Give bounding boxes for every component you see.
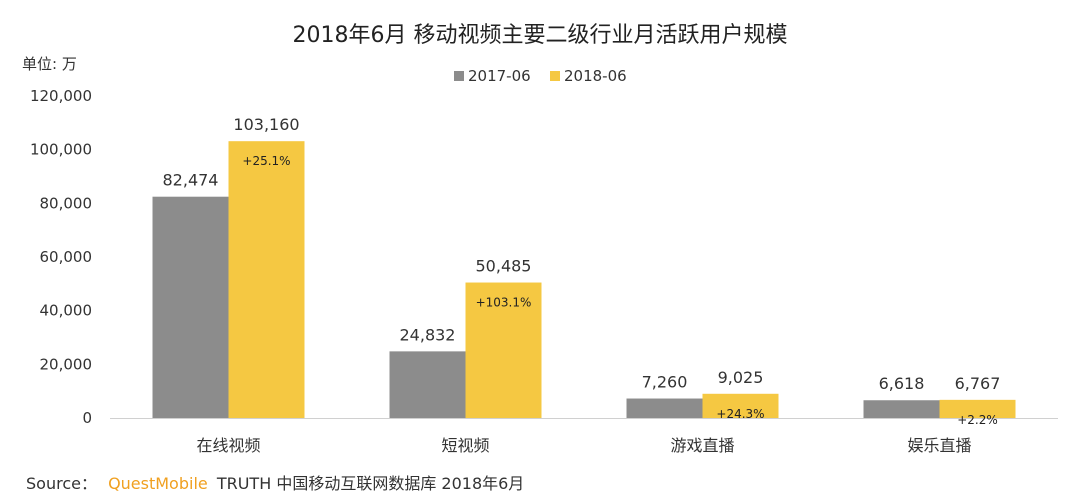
y-tick-label: 20,000: [40, 355, 93, 373]
bar-2018: [939, 399, 1016, 418]
growth-label: +2.2%: [957, 413, 998, 427]
y-tick-label: 40,000: [40, 302, 93, 320]
data-label: 6,767: [955, 374, 1001, 393]
data-label: 103,160: [233, 115, 299, 134]
labels: 82,474 103,160 +25.1% 24,832 50,485 +103.1% 7,…: [163, 115, 1001, 427]
y-tick-label: 120,000: [30, 87, 92, 105]
bars: [152, 141, 1016, 419]
unit-label: 单位: 万: [22, 55, 77, 73]
category-label: 游戏直播: [670, 436, 734, 455]
category-label: 短视频: [441, 436, 489, 455]
bar-2018: [228, 141, 305, 419]
legend-swatch-2018: [550, 71, 560, 81]
source-line: Source： QuestMobile TRUTH 中国移动互联网数据库 201…: [26, 474, 524, 493]
data-label: 9,025: [718, 368, 764, 387]
svg-text:Source： QuestMobile: Source： QuestMobile TRUTH 中国移动互联网数据库 201…: [26, 474, 524, 493]
source-prefix: Source：: [26, 474, 97, 493]
data-label: 6,618: [879, 374, 925, 393]
growth-label: +103.1%: [476, 296, 532, 310]
bar-2017: [626, 398, 703, 418]
data-label: 82,474: [163, 171, 219, 190]
bar-2018: [702, 393, 779, 418]
source-brand: QuestMobile: [108, 474, 208, 493]
y-tick-label: 80,000: [40, 194, 93, 212]
y-tick-label: 100,000: [30, 141, 92, 159]
growth-label: +25.1%: [242, 154, 290, 168]
category-labels: 在线视频 短视频 游戏直播 娱乐直播: [196, 436, 971, 455]
bar-2018: [465, 282, 542, 418]
chart-title: 2018年6月 移动视频主要二级行业月活跃用户规模: [293, 23, 788, 48]
growth-label: +24.3%: [716, 407, 764, 421]
data-label: 50,485: [476, 257, 532, 276]
category-label: 在线视频: [196, 436, 260, 455]
legend-swatch-2017: [454, 71, 464, 81]
legend: 2017-06 2018-06: [454, 67, 627, 85]
bar-2017: [152, 196, 229, 418]
bar-2017: [863, 400, 940, 418]
bar-2017: [389, 351, 466, 418]
data-label: 24,832: [400, 325, 456, 344]
data-label: 7,260: [642, 373, 688, 392]
source-rest: TRUTH 中国移动互联网数据库 2018年6月: [216, 474, 524, 493]
legend-label-2018: 2018-06: [564, 67, 627, 85]
y-axis: 0 20,000 40,000 60,000 80,000 100,000 120,000: [30, 87, 92, 427]
category-label: 娱乐直播: [907, 436, 971, 455]
y-tick-label: 60,000: [40, 248, 93, 266]
y-tick-label: 0: [82, 409, 92, 427]
legend-label-2017: 2017-06: [468, 67, 531, 85]
